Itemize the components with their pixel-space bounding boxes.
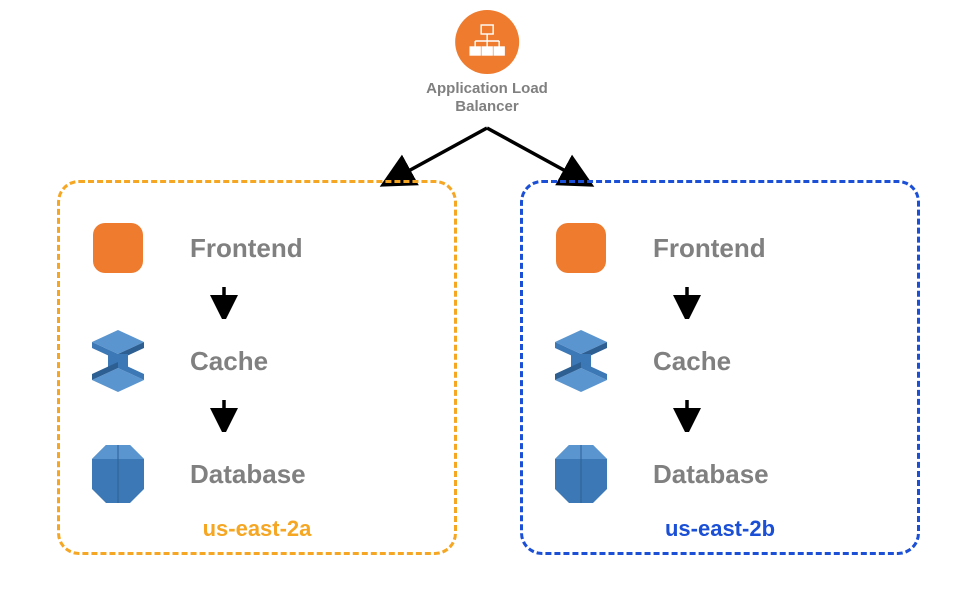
architecture-diagram: Application Load Balancer Frontend	[0, 0, 974, 589]
tier-row: Cache	[547, 324, 893, 398]
tier-label: Database	[653, 459, 769, 490]
tier-row: Database	[84, 437, 430, 511]
database-icon	[547, 443, 615, 505]
zone-label: us-east-2a	[60, 516, 454, 542]
down-arrow-icon	[653, 285, 721, 324]
cache-icon	[84, 328, 152, 394]
down-arrow-icon	[653, 398, 721, 437]
tier-label: Cache	[190, 346, 268, 377]
tier-row: Frontend	[547, 211, 893, 285]
compute-icon	[547, 219, 615, 277]
database-icon	[84, 443, 152, 505]
tier-label: Frontend	[653, 233, 766, 264]
tier-label: Database	[190, 459, 306, 490]
load-balancer-label: Application Load Balancer	[426, 80, 548, 116]
tier-label: Cache	[653, 346, 731, 377]
tier-row: Frontend	[84, 211, 430, 285]
down-arrow-icon	[190, 398, 258, 437]
availability-zone-a: Frontend Cache	[57, 180, 457, 555]
cache-icon	[547, 328, 615, 394]
tier-row: Cache	[84, 324, 430, 398]
tier-label: Frontend	[190, 233, 303, 264]
compute-icon	[84, 219, 152, 277]
tier-row: Database	[547, 437, 893, 511]
availability-zone-b: Frontend Cache	[520, 180, 920, 555]
load-balancer-node: Application Load Balancer	[426, 10, 548, 116]
load-balancer-icon	[455, 10, 519, 74]
zone-label: us-east-2b	[523, 516, 917, 542]
down-arrow-icon	[190, 285, 258, 324]
